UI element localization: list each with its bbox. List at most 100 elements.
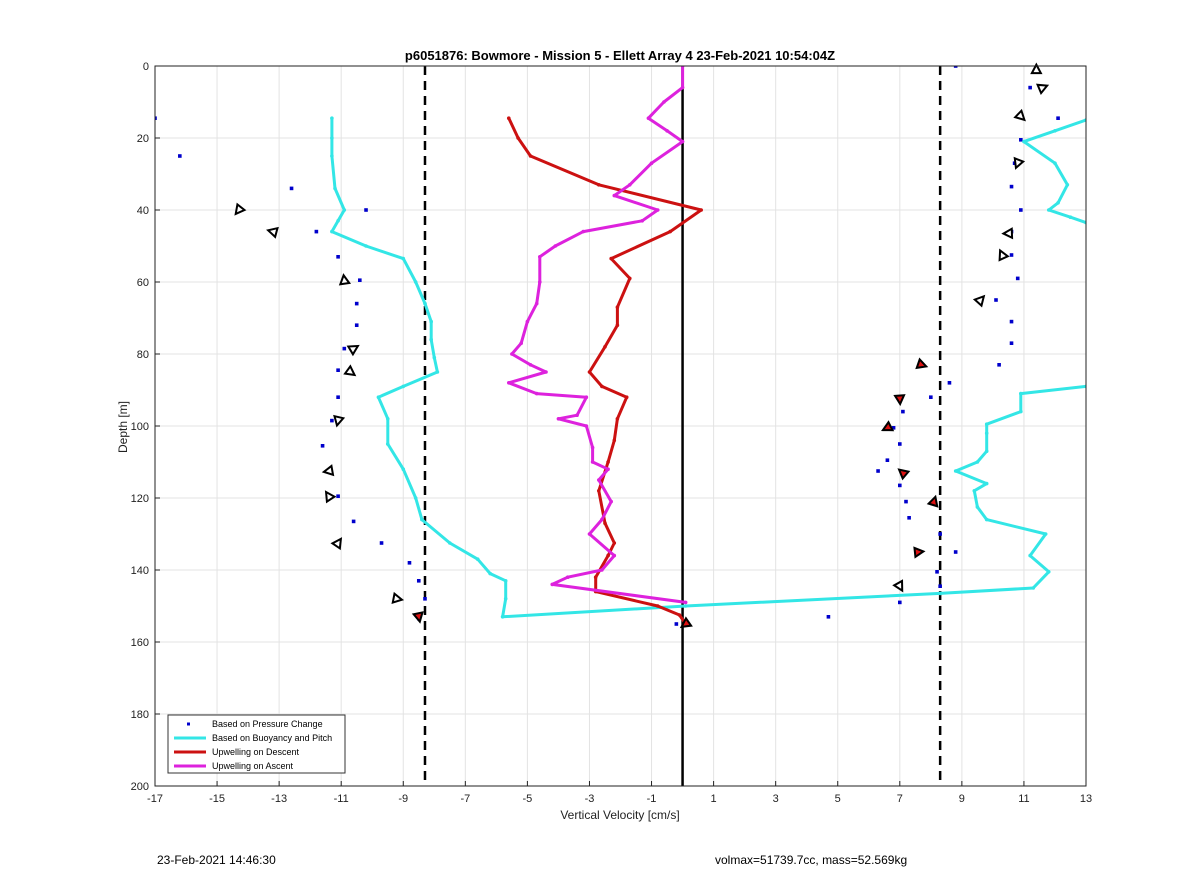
triangle-marker [330,537,343,551]
y-tick-label: 100 [131,421,149,433]
x-tick-label: 9 [959,793,965,805]
series-vertex [550,582,555,587]
series-vertex [413,280,418,284]
series-vertex [600,384,604,389]
series-vertex [519,341,523,346]
pressure-point [364,208,368,212]
y-tick-label: 120 [131,493,149,505]
pressure-point [1009,319,1014,324]
series-vertex [506,116,511,120]
series-vertex [534,391,539,396]
series-vertex [655,208,660,212]
y-tick-label: 200 [131,781,149,793]
series-vertex [528,154,533,158]
pressure-point [997,363,1001,367]
y-tick-label: 140 [131,565,149,577]
x-tick-label: 3 [773,793,779,805]
triangle-marker [1036,83,1050,96]
series-vertex [385,442,390,446]
series-vertex [596,478,601,482]
pressure-point [178,154,182,158]
pressure-point [320,444,325,448]
pressure-point [354,301,359,306]
series-vertex [624,395,629,400]
pressure-point [935,570,939,574]
series-vertex [376,395,381,400]
series-vertex [420,517,424,522]
series-vertex [590,460,595,464]
y-axis-label: Depth [m] [116,401,130,453]
pressure-point [336,395,340,399]
triangle-marker [1001,227,1014,240]
x-axis-label: Vertical Velocity [cm/s] [560,808,679,822]
series-vertex [584,424,589,428]
series-vertex [538,280,542,284]
triangle-marker [411,611,424,624]
triangle-marker [915,357,929,370]
legend-label: Based on Pressure Change [212,719,323,729]
pressure-point [1009,341,1014,345]
series-vertex [609,499,613,504]
series-vertex [503,579,508,583]
series-vertex [680,85,685,90]
series-vertex [600,517,604,522]
x-tick-label: -7 [460,793,470,805]
series-vertex [516,136,520,140]
series-vertex [612,438,617,443]
series-vertex [528,363,533,367]
series-vertex [364,244,368,248]
series-vertex [984,517,989,522]
series-vertex [1053,161,1057,165]
series-vertex [975,505,980,509]
series-vertex [615,323,620,328]
plot-frame [154,65,1087,787]
series-vertex [448,541,452,545]
series-vertex [503,597,508,601]
pressure-point [342,346,347,351]
triangle-marker [346,344,360,357]
series-vertex [699,208,703,212]
series-vertex [640,219,645,223]
series-vertex [1019,391,1023,396]
pressure-point [953,66,958,68]
pressure-point [898,600,902,605]
pressure-point [336,494,340,498]
series-vertex [587,532,592,536]
x-tick-label: 13 [1080,793,1092,805]
series-vertex [336,219,340,223]
x-tick-labels: -17 -15 -13 -11 -9 -7 -5 -3 -1 1 3 5 7 9 11 13 [147,793,1092,805]
series-vertex [401,256,406,261]
series-vertex [596,183,601,187]
series-vertex [429,337,433,342]
pressure-point [826,615,831,619]
y-tick-label: 20 [137,133,149,145]
series-vertex [628,276,632,281]
triangle-marker [343,364,357,377]
series-vertex [1068,215,1073,219]
footer-info: volmax=51739.7cc, mass=52.569kg [715,853,908,867]
series-vertex [984,431,989,436]
series-vertex [606,460,610,464]
series-vertex [510,352,514,356]
pressure-point [891,426,896,430]
legend-label: Upwelling on Ascent [212,761,294,771]
series-vertex [606,553,610,558]
y-tick-label: 60 [137,277,149,289]
series-vertex [1046,208,1051,212]
triangle-marker [338,273,352,286]
series-vertex [953,469,958,473]
x-tick-label: 7 [897,793,903,805]
series-vertex [665,129,669,133]
series-vertex [1031,586,1036,590]
pressure-point [423,597,427,601]
x-tick-label: -15 [209,793,225,805]
series-vertex [587,370,592,374]
series-vertex [612,193,617,198]
series-vertex [575,413,579,418]
series-vertex [628,183,632,187]
series-vertex [1056,201,1060,205]
series-vertex [432,355,437,360]
series-line [330,118,1086,619]
marker-layer [234,62,1050,629]
